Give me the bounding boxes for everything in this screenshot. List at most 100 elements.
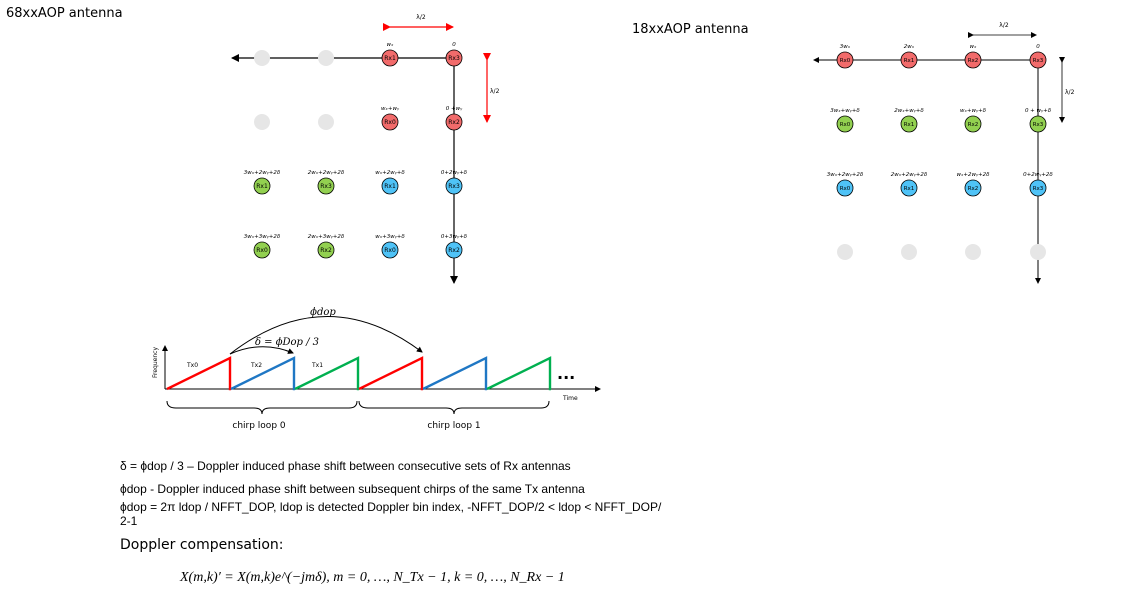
left-rx-label: Rx3 xyxy=(448,183,460,190)
delta-definition: δ = ϕdop / 3 – Doppler induced phase shi… xyxy=(120,459,571,473)
left-phase-label: 0 +wᵧ xyxy=(446,106,463,112)
left-rx-element xyxy=(445,177,463,195)
right-lambda-v-label: λ/2 xyxy=(1065,89,1075,96)
chirp-ramps xyxy=(166,356,552,391)
right-rx-label: Rx1 xyxy=(904,122,915,128)
right-rx-element xyxy=(900,51,918,69)
left-empty-slot xyxy=(254,50,270,66)
right-rx-element xyxy=(900,179,918,197)
chirp-diagram: Frequency Time Tx0 Tx2 Tx1 ... ϕdop δ = … xyxy=(152,307,601,431)
left-phase-label: 2wₓ+2wᵧ+2δ xyxy=(308,170,345,176)
tx0-label: Tx0 xyxy=(186,362,198,369)
left-rx-element xyxy=(445,49,463,67)
chirp-ramp-tx2 xyxy=(422,356,488,391)
right-rx-label: Rx1 xyxy=(904,58,915,64)
right-phase-label: 2wₓ+wᵧ+δ xyxy=(894,108,924,114)
left-rx-element xyxy=(253,241,271,259)
right-rx-element xyxy=(836,115,854,133)
left-phase-label: 0+3wᵧ+δ xyxy=(441,234,468,240)
left-rx-label: Rx1 xyxy=(384,183,396,190)
left-rx-label: Rx0 xyxy=(384,247,396,254)
right-rx-label: Rx2 xyxy=(968,186,979,192)
ellipsis: ... xyxy=(557,364,575,383)
left-rx-label: Rx2 xyxy=(448,247,460,254)
chirp-ramp-tx1 xyxy=(294,356,360,391)
right-phase-label: wₓ+wᵧ+δ xyxy=(960,108,987,114)
left-empty-slot xyxy=(318,114,334,130)
chirp-ramp-tx0 xyxy=(358,356,424,391)
left-rx-label: Rx2 xyxy=(320,247,332,254)
left-lambda-v-label: λ/2 xyxy=(490,88,500,95)
right-phase-label: 0 xyxy=(1036,44,1040,50)
phi-dop-label: ϕdop xyxy=(310,307,336,318)
left-phase-label: wₓ+2wᵧ+δ xyxy=(375,170,405,176)
doppler-compensation-title: Doppler compensation: xyxy=(120,537,284,553)
delta-arc xyxy=(229,346,294,355)
left-phase-label: 3wₓ+2wᵧ+2δ xyxy=(244,170,281,176)
right-phase-label: 0 + wᵧ+δ xyxy=(1025,108,1052,114)
right-lambda-h-label: λ/2 xyxy=(999,22,1009,29)
right-rx-label: Rx3 xyxy=(1033,58,1044,64)
chirp-loop-0-label: chirp loop 0 xyxy=(232,421,286,431)
left-rx-element xyxy=(445,241,463,259)
right-rx-label: Rx0 xyxy=(840,186,851,192)
phi-dop-arc xyxy=(229,316,423,355)
right-antenna-array: 3wₓ Rx0 2wₓ Rx1 wₓ Rx2 0 Rx3 3wₓ+wᵧ+δ Rx0 2wₓ+wᵧ+δ… xyxy=(827,44,1053,260)
right-phase-label: 0+2wᵧ+2δ xyxy=(1023,172,1053,178)
frequency-axis-label: Frequency xyxy=(152,347,159,378)
right-rx-label: Rx0 xyxy=(840,58,851,64)
right-rx-element xyxy=(836,51,854,69)
right-phase-label: 3wₓ+2wᵧ+2δ xyxy=(827,172,864,178)
left-empty-slot xyxy=(254,114,270,130)
right-rx-label: Rx2 xyxy=(968,122,979,128)
time-axis-label: Time xyxy=(562,395,578,402)
left-phase-label: wₓ+wᵧ xyxy=(381,106,400,112)
left-rx-element xyxy=(381,241,399,259)
right-rx-label: Rx0 xyxy=(840,122,851,128)
left-phase-label: wₓ+3wᵧ+δ xyxy=(375,234,405,240)
left-phase-label: 3wₓ+3wᵧ+2δ xyxy=(244,234,281,240)
right-rx-label: Rx3 xyxy=(1033,186,1044,192)
left-rx-element xyxy=(381,113,399,131)
delta-label: δ = ϕDop / 3 xyxy=(255,337,319,348)
right-phase-label: wₓ+2wᵧ+2δ xyxy=(956,172,990,178)
chirp-loop-1-brace xyxy=(358,400,550,415)
chirp-ramp-tx2 xyxy=(230,356,296,391)
left-array-title: 68xxAOP antenna xyxy=(6,6,123,21)
left-rx-element xyxy=(381,49,399,67)
right-rx-element xyxy=(1029,51,1047,69)
right-phase-label: 3wₓ xyxy=(840,44,851,50)
chirp-loop-0-brace xyxy=(166,400,358,415)
left-phase-label: 2wₓ+3wᵧ+2δ xyxy=(308,234,345,240)
right-rx-element xyxy=(1029,115,1047,133)
left-rx-label: Rx1 xyxy=(256,183,268,190)
left-rx-label: Rx3 xyxy=(320,183,332,190)
left-lambda-h-label: λ/2 xyxy=(416,14,426,21)
left-phase-label: 0 xyxy=(452,42,456,48)
right-empty-slot xyxy=(965,244,981,260)
compensation-equation: X(m,k)′ = X(m,k)e^(−jmδ), m = 0, …, N_Tx… xyxy=(180,570,565,585)
right-rx-element xyxy=(964,179,982,197)
left-rx-label: Rx2 xyxy=(448,119,460,126)
right-array-axes: λ/2 λ/2 xyxy=(813,22,1075,284)
left-rx-element xyxy=(445,113,463,131)
right-rx-element xyxy=(836,179,854,197)
chirp-loop-1-label: chirp loop 1 xyxy=(427,421,480,431)
right-rx-label: Rx1 xyxy=(904,186,915,192)
right-rx-element xyxy=(900,115,918,133)
left-rx-label: Rx0 xyxy=(256,247,268,254)
right-empty-slot xyxy=(901,244,917,260)
left-rx-element xyxy=(317,241,335,259)
left-rx-label: Rx3 xyxy=(448,55,460,62)
right-array-title: 18xxAOP antenna xyxy=(632,22,749,37)
right-rx-element xyxy=(1029,179,1047,197)
left-rx-element xyxy=(317,177,335,195)
tx1-label: Tx1 xyxy=(311,362,323,369)
right-phase-label: wₓ xyxy=(970,44,977,50)
right-rx-element xyxy=(964,51,982,69)
right-rx-label: Rx3 xyxy=(1033,122,1044,128)
right-empty-slot xyxy=(837,244,853,260)
left-antenna-array: wₓ Rx1 0 Rx3 wₓ+wᵧ Rx0 0 +wᵧ Rx2 3wₓ+2wᵧ+2δ Rx1 2w… xyxy=(244,42,468,259)
chirp-ramp-tx0 xyxy=(166,356,232,391)
